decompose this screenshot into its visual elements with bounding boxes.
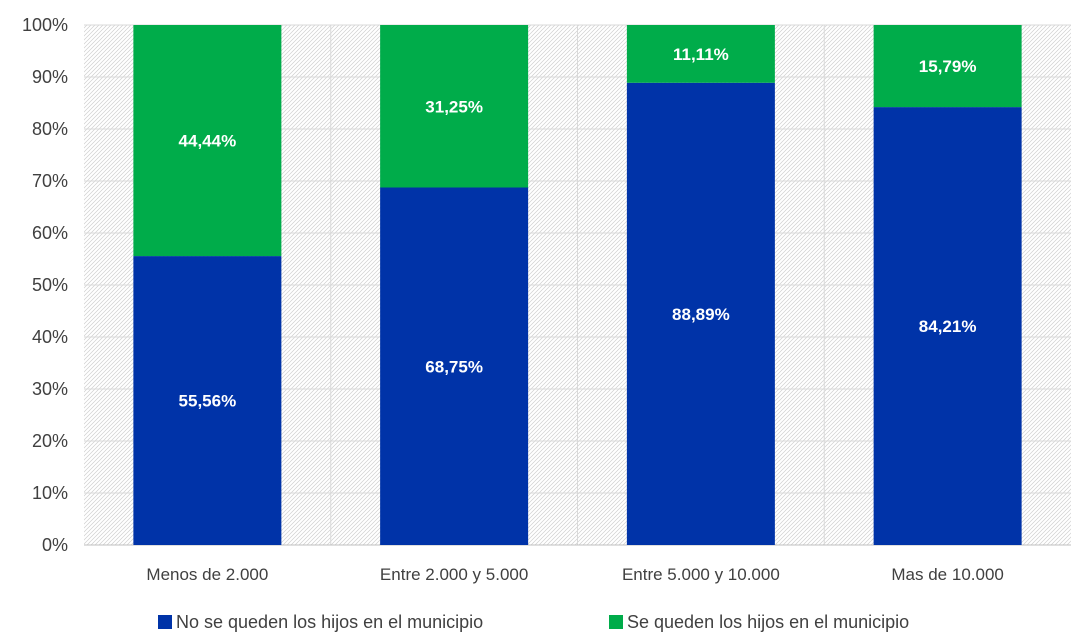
data-label: 31,25%	[425, 97, 483, 116]
y-tick-label: 90%	[32, 67, 68, 87]
legend-label: No se queden los hijos en el municipio	[176, 612, 483, 632]
bar-segment	[380, 25, 529, 188]
bar-segment	[626, 82, 775, 545]
data-label: 84,21%	[919, 317, 977, 336]
y-axis-ticks: 0% 10% 20% 30% 40% 50% 60% 70% 80% 90% 100%	[22, 15, 68, 555]
data-label: 44,44%	[179, 132, 237, 151]
y-tick-label: 40%	[32, 327, 68, 347]
y-tick-label: 20%	[32, 431, 68, 451]
y-tick-label: 70%	[32, 171, 68, 191]
x-category-label: Entre 5.000 y 10.000	[622, 565, 780, 584]
bars	[133, 25, 1022, 545]
y-tick-label: 80%	[32, 119, 68, 139]
bar-segment	[873, 25, 1022, 108]
y-tick-label: 10%	[32, 483, 68, 503]
x-axis-labels: Menos de 2.000 Entre 2.000 y 5.000 Entre 5…	[146, 565, 1003, 584]
bar-segment	[133, 25, 282, 257]
bar-segment	[626, 25, 775, 83]
bar-segment	[380, 187, 529, 545]
y-tick-label: 0%	[42, 535, 68, 555]
y-tick-label: 100%	[22, 15, 68, 35]
x-category-label: Mas de 10.000	[891, 565, 1003, 584]
data-label: 55,56%	[179, 392, 237, 411]
bar-segment	[873, 107, 1022, 545]
x-category-label: Menos de 2.000	[146, 565, 268, 584]
legend-swatch	[158, 615, 172, 629]
y-tick-label: 50%	[32, 275, 68, 295]
bar-segment	[133, 256, 282, 545]
data-label: 11,11%	[673, 45, 729, 64]
data-label: 88,89%	[672, 305, 730, 324]
x-category-label: Entre 2.000 y 5.000	[380, 565, 528, 584]
data-label: 68,75%	[425, 357, 483, 376]
data-label: 15,79%	[919, 57, 977, 76]
data-labels: 55,56% 44,44% 68,75% 31,25% 88,89% 11,11% 84,2…	[179, 45, 977, 411]
legend: No se queden los hijos en el municipio Se…	[158, 612, 909, 632]
legend-label: Se queden los hijos en el municipio	[627, 612, 909, 632]
y-tick-label: 60%	[32, 223, 68, 243]
y-tick-label: 30%	[32, 379, 68, 399]
legend-swatch	[609, 615, 623, 629]
